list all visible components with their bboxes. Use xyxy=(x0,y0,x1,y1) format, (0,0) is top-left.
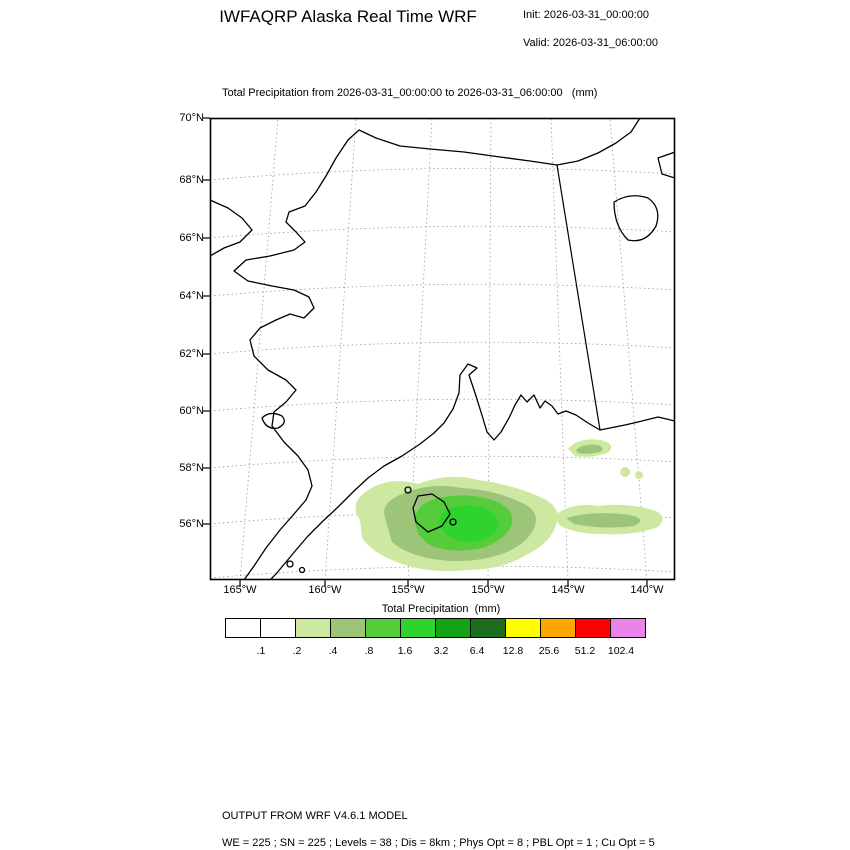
lon-label: 160°W xyxy=(308,584,342,596)
map-subtitle: Total Precipitation from 2026-03-31_00:0… xyxy=(222,87,598,99)
colorbar-swatch xyxy=(400,618,436,638)
footer-model-info: OUTPUT FROM WRF V4.6.1 MODEL WE = 225 ; … xyxy=(222,810,655,850)
lon-label: 150°W xyxy=(471,584,505,596)
colorbar-tick-label: 25.6 xyxy=(538,645,560,657)
precipitation-fill-layer xyxy=(355,439,663,572)
coastline xyxy=(210,118,675,580)
init-time: Init: 2026-03-31_00:00:00 xyxy=(523,9,649,21)
colorbar-tick-label: 102.4 xyxy=(607,645,635,657)
colorbar-tick-label: .4 xyxy=(328,645,338,657)
footer-line1: OUTPUT FROM WRF V4.6.1 MODEL xyxy=(222,810,408,822)
colorbar-tick-label: .1 xyxy=(256,645,266,657)
lat-label: 56°N xyxy=(179,518,204,530)
lon-label: 155°W xyxy=(391,584,425,596)
lat-label: 62°N xyxy=(179,348,204,360)
colorbar-tick-label: .8 xyxy=(364,645,374,657)
lat-label: 60°N xyxy=(179,405,204,417)
colorbar xyxy=(225,618,646,638)
lat-label: 66°N xyxy=(179,232,204,244)
colorbar-swatch xyxy=(225,618,261,638)
colorbar-swatch xyxy=(540,618,576,638)
ak-canada-border-line xyxy=(556,164,601,431)
init-valid-block: Init: 2026-03-31_00:00:00 Valid: 2026-03… xyxy=(523,8,658,50)
colorbar-swatch xyxy=(260,618,296,638)
lat-label: 64°N xyxy=(179,290,204,302)
footer-line2: WE = 225 ; SN = 225 ; Levels = 38 ; Dis … xyxy=(222,837,655,849)
map-frame xyxy=(209,117,676,581)
colorbar-swatch xyxy=(330,618,366,638)
colorbar-swatch xyxy=(505,618,541,638)
valid-time: Valid: 2026-03-31_06:00:00 xyxy=(523,37,658,49)
colorbar-swatch xyxy=(575,618,611,638)
lat-label: 58°N xyxy=(179,462,204,474)
colorbar-swatch xyxy=(470,618,506,638)
colorbar-tick-label: .2 xyxy=(292,645,302,657)
page-title: IWFAQRP Alaska Real Time WRF xyxy=(219,7,477,26)
lat-label: 68°N xyxy=(179,174,204,186)
lon-label: 145°W xyxy=(551,584,585,596)
lat-label: 70°N xyxy=(179,112,204,124)
colorbar-title: Total Precipitation (mm) xyxy=(381,603,501,615)
colorbar-swatch xyxy=(295,618,331,638)
axis-ticks xyxy=(203,117,648,587)
lon-label: 165°W xyxy=(223,584,257,596)
colorbar-swatch xyxy=(435,618,471,638)
alaska-precipitation-map xyxy=(203,117,676,587)
colorbar-tick-label: 6.4 xyxy=(469,645,485,657)
colorbar-tick-label: 1.6 xyxy=(397,645,413,657)
colorbar-tick-label: 51.2 xyxy=(574,645,596,657)
colorbar-swatch xyxy=(610,618,646,638)
colorbar-tick-label: 12.8 xyxy=(502,645,524,657)
colorbar-swatch xyxy=(365,618,401,638)
colorbar-tick-label: 3.2 xyxy=(433,645,449,657)
lon-label: 140°W xyxy=(630,584,664,596)
